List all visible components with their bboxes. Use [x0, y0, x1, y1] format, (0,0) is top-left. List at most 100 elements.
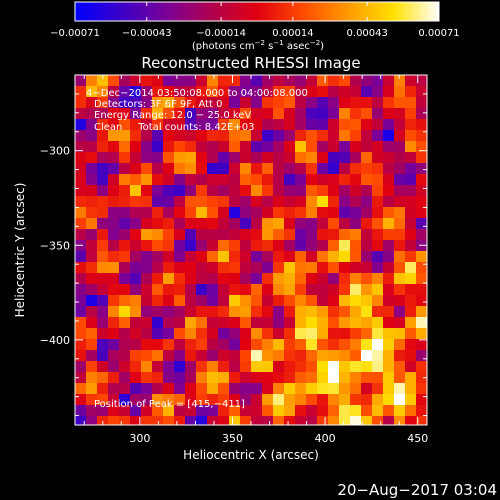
- heatmap-cell: [339, 207, 351, 219]
- heatmap-cell: [339, 218, 351, 230]
- heatmap-cell: [141, 284, 153, 296]
- heatmap-cell: [383, 405, 395, 417]
- heatmap-cell: [284, 372, 296, 384]
- heatmap-cell: [372, 405, 384, 417]
- heatmap-cell: [394, 317, 406, 329]
- heatmap-cell: [119, 383, 131, 395]
- heatmap-cell: [229, 229, 241, 241]
- heatmap-cell: [383, 174, 395, 186]
- heatmap-cell: [207, 295, 219, 307]
- heatmap-cell: [350, 163, 362, 175]
- heatmap-cell: [229, 251, 241, 263]
- heatmap-cell: [328, 119, 340, 131]
- heatmap-cell: [75, 361, 87, 373]
- heatmap-cell: [97, 86, 109, 98]
- heatmap-cell: [317, 207, 329, 219]
- heatmap-cell: [130, 372, 142, 384]
- heatmap-cell: [108, 141, 120, 153]
- heatmap-cell: [394, 328, 406, 340]
- heatmap-cell: [119, 295, 131, 307]
- heatmap-cell: [163, 196, 175, 208]
- heatmap-cell: [350, 152, 362, 164]
- heatmap-cell: [284, 152, 296, 164]
- heatmap-cell: [328, 229, 340, 241]
- heatmap-cell: [372, 229, 384, 241]
- heatmap-cell: [416, 251, 427, 263]
- heatmap-cell: [328, 240, 340, 252]
- heatmap-cell: [207, 405, 219, 417]
- heatmap-cell: [108, 317, 120, 329]
- heatmap-cell: [218, 119, 230, 131]
- heatmap-cell: [251, 405, 263, 417]
- heatmap-cell: [163, 174, 175, 186]
- heatmap-cell: [416, 262, 427, 274]
- heatmap-cell: [97, 273, 109, 285]
- heatmap-cell: [196, 240, 208, 252]
- heatmap-cell: [361, 383, 373, 395]
- heatmap-cell: [163, 108, 175, 120]
- annotation-clean: Clean Total counts: 8.42E+03: [94, 122, 254, 133]
- heatmap-cell: [75, 394, 87, 406]
- heatmap-cell: [262, 295, 274, 307]
- heatmap-cell: [152, 372, 164, 384]
- heatmap-cell: [130, 196, 142, 208]
- heatmap-cell: [273, 306, 285, 318]
- heatmap-cell: [163, 152, 175, 164]
- heatmap-cell: [108, 350, 120, 362]
- heatmap-cell: [75, 284, 87, 296]
- colorbar-tick-label: −0.00014: [196, 28, 246, 39]
- heatmap-cell: [174, 152, 186, 164]
- heatmap-cell: [119, 75, 131, 87]
- heatmap-cell: [295, 394, 307, 406]
- heatmap-cell: [372, 141, 384, 153]
- heatmap-cell: [229, 262, 241, 274]
- heatmap-cell: [339, 383, 351, 395]
- heatmap-cell: [185, 240, 197, 252]
- heatmap-cell: [383, 152, 395, 164]
- heatmap-cell: [295, 317, 307, 329]
- heatmap-cell: [317, 317, 329, 329]
- heatmap-cell: [295, 229, 307, 241]
- heatmap-cell: [218, 229, 230, 241]
- heatmap-cell: [273, 328, 285, 340]
- heatmap-cell: [416, 394, 427, 406]
- heatmap-cell: [273, 295, 285, 307]
- heatmap-cell: [207, 350, 219, 362]
- heatmap-cell: [372, 306, 384, 318]
- heatmap-cell: [229, 174, 241, 186]
- heatmap-cell: [339, 185, 351, 197]
- heatmap-cell: [284, 383, 296, 395]
- heatmap-cell: [416, 97, 427, 109]
- heatmap-cell: [141, 317, 153, 329]
- heatmap-cell: [350, 328, 362, 340]
- heatmap-cell: [119, 394, 131, 406]
- heatmap-cell: [218, 372, 230, 384]
- heatmap-cell: [383, 416, 395, 425]
- heatmap-cell: [306, 262, 318, 274]
- heatmap-cell: [152, 185, 164, 197]
- heatmap-cell: [141, 240, 153, 252]
- heatmap-cell: [141, 185, 153, 197]
- heatmap-cell: [185, 119, 197, 131]
- heatmap-cell: [152, 394, 164, 406]
- heatmap-cell: [251, 185, 263, 197]
- heatmap-cell: [328, 130, 340, 142]
- heatmap-cell: [97, 229, 109, 241]
- heatmap-cell: [416, 207, 427, 219]
- heatmap-cell: [229, 86, 241, 98]
- heatmap-cell: [317, 119, 329, 131]
- heatmap-cell: [108, 240, 120, 252]
- heatmap-cell: [405, 339, 417, 351]
- heatmap-cell: [152, 273, 164, 285]
- heatmap-cell: [229, 75, 241, 87]
- heatmap-cell: [405, 218, 417, 230]
- heatmap-cell: [141, 295, 153, 307]
- heatmap-cell: [273, 119, 285, 131]
- heatmap-cell: [295, 273, 307, 285]
- heatmap-cell: [394, 86, 406, 98]
- heatmap-cell: [141, 97, 153, 109]
- heatmap-cell: [130, 284, 142, 296]
- heatmap-cell: [97, 251, 109, 263]
- heatmap-cell: [163, 97, 175, 109]
- heatmap-cell: [75, 295, 87, 307]
